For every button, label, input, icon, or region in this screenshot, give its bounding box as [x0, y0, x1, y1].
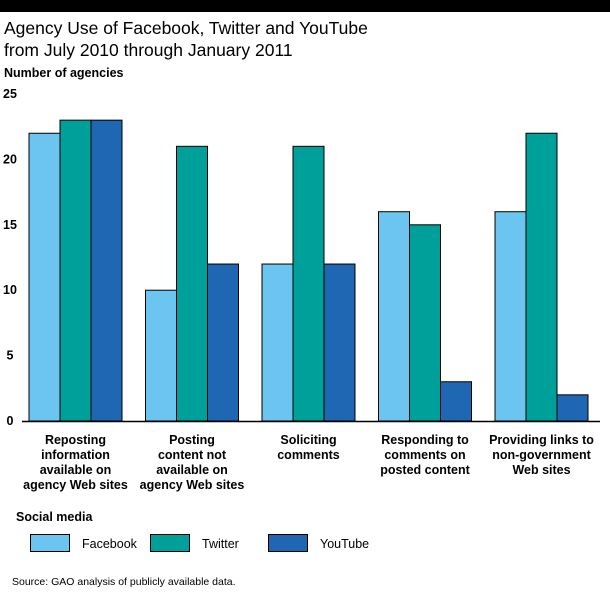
y-tick-label: 0 — [7, 414, 14, 428]
category-label-5: Providing links to non-government Web site… — [483, 433, 601, 478]
category-label-3: Soliciting comments — [250, 433, 368, 463]
y-axis-label: Number of agencies — [4, 66, 124, 80]
bar-twitter-5 — [525, 132, 558, 422]
category-label-line: Providing links to — [489, 433, 594, 447]
category-label-line: comments — [277, 448, 340, 462]
category-label-line: Posting — [169, 433, 215, 447]
category-label-line: Reposting — [44, 433, 107, 447]
y-tick-label: 5 — [7, 349, 14, 363]
category-label-4: Responding to comments on posted content — [366, 433, 484, 478]
bar-twitter-3 — [292, 145, 325, 422]
category-label-1: Reposting information available on agency W… — [17, 433, 135, 493]
source-note: Source: GAO analysis of publicly availab… — [12, 576, 236, 588]
bar-youtube-4 — [440, 381, 472, 422]
category-label-line: information — [41, 448, 110, 462]
category-label-line: Responding to — [381, 433, 469, 447]
legend-label: Facebook — [82, 537, 137, 551]
bar-twitter-4 — [409, 224, 441, 422]
bar-facebook-5 — [494, 211, 527, 422]
chart-title-line-2: from July 2010 through January 2011 — [4, 40, 293, 60]
legend-label: Twitter — [202, 537, 239, 551]
bar-facebook-3 — [261, 263, 294, 422]
category-label-line: comments on — [384, 448, 466, 462]
legend-swatch — [150, 534, 190, 552]
category-label-2: Posting content not available on agency Web… — [133, 433, 251, 493]
y-tick-label: 10 — [3, 283, 17, 297]
category-label-line: available on — [39, 463, 112, 477]
category-label-line: Soliciting — [280, 433, 337, 447]
bar-twitter-2 — [176, 145, 208, 422]
bar-youtube-5 — [556, 394, 589, 422]
legend-swatch — [30, 534, 70, 552]
category-label-line: non-government — [492, 448, 591, 462]
legend-swatch — [268, 534, 308, 552]
chart-title-line-1: Agency Use of Facebook, Twitter and YouT… — [4, 18, 368, 38]
category-label-line: posted content — [380, 463, 470, 477]
bar-facebook-2 — [145, 289, 177, 422]
bar-youtube-2 — [207, 263, 239, 422]
bar-youtube-3 — [323, 263, 356, 422]
category-label-line: agency Web sites — [139, 478, 245, 492]
bar-facebook-4 — [378, 211, 410, 422]
category-label-line: Web sites — [512, 463, 571, 477]
y-tick-label: 20 — [3, 152, 17, 166]
bar-facebook-1 — [28, 132, 61, 422]
legend-label: YouTube — [320, 537, 370, 551]
bar-twitter-1 — [59, 119, 92, 422]
top-bar — [0, 0, 610, 12]
y-tick-label: 15 — [3, 218, 17, 232]
legend-title: Social media — [16, 510, 93, 524]
category-label-line: content not — [157, 448, 227, 462]
bar-youtube-1 — [90, 119, 123, 422]
category-label-line: agency Web sites — [23, 478, 128, 492]
category-label-line: available on — [156, 463, 228, 477]
y-tick-label: 25 — [3, 87, 17, 101]
chart-title: Agency Use of Facebook, Twitter and YouT… — [4, 17, 368, 61]
